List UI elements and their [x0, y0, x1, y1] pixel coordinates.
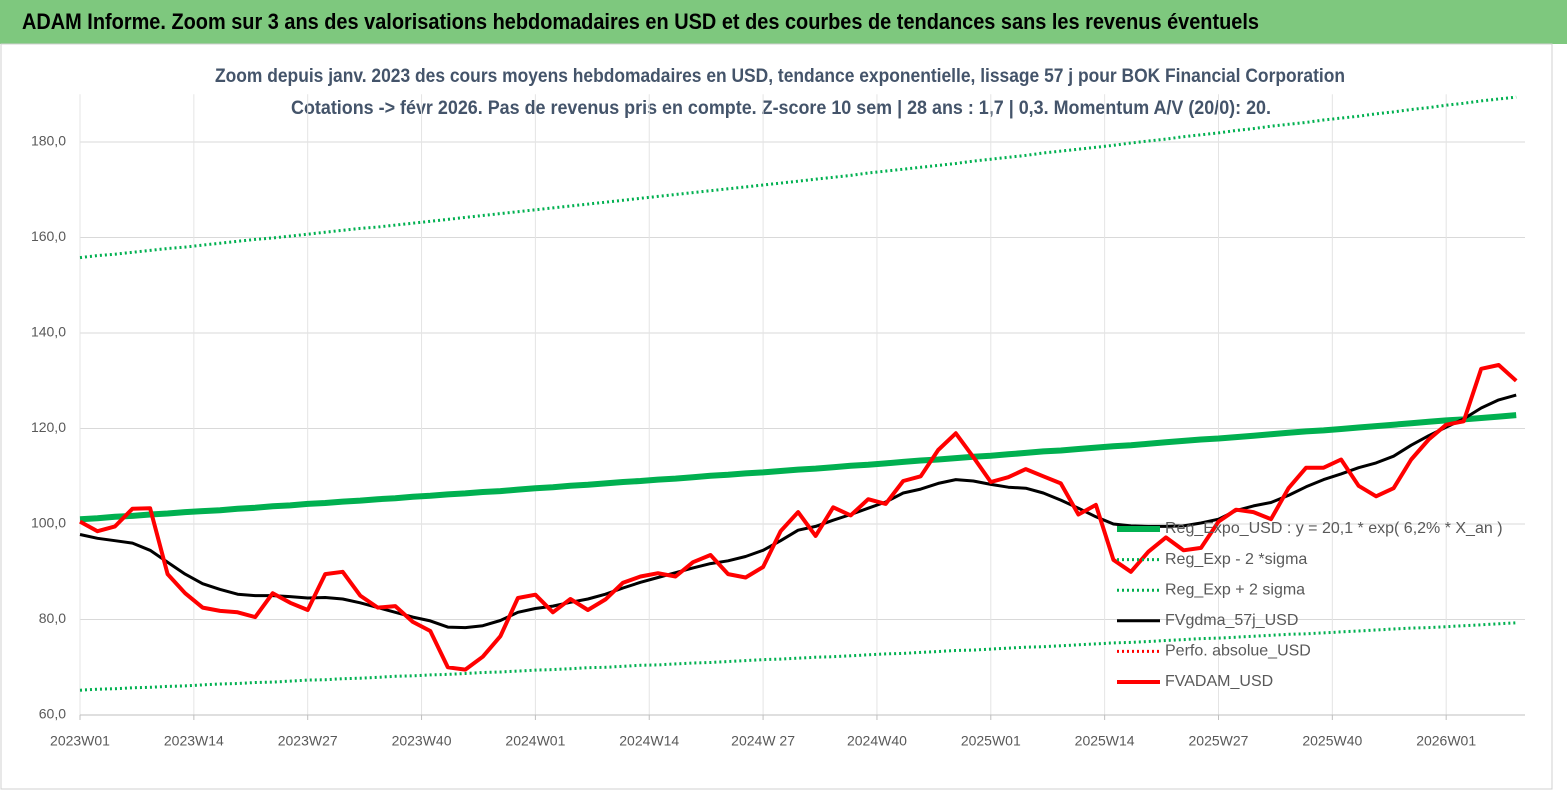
x-tick-label: 2024W40 [847, 733, 907, 749]
y-tick-label: 180,0 [31, 133, 66, 149]
x-tick-label: 2025W14 [1075, 733, 1135, 749]
legend-label: FVgdma_57j_USD [1165, 612, 1298, 629]
y-tick-label: 60,0 [39, 706, 66, 722]
y-tick-label: 160,0 [31, 228, 66, 244]
x-tick-label: 2025W01 [961, 733, 1021, 749]
header-band [0, 0, 1567, 44]
series-line [79, 393, 1517, 630]
chart-subtitle: Cotations -> févr 2026. Pas de revenus p… [291, 98, 1271, 119]
x-tick-label: 2024W14 [619, 733, 679, 749]
series-line [79, 363, 1518, 672]
x-tick-label: 2023W01 [50, 733, 110, 749]
y-tick-label: 80,0 [39, 610, 66, 626]
y-tick-label: 140,0 [31, 324, 66, 340]
header-title: ADAM Informe. Zoom sur 3 ans des valoris… [22, 9, 1259, 34]
x-tick-label: 2026W01 [1416, 733, 1476, 749]
x-tick-label: 2023W27 [278, 733, 338, 749]
legend-label: Reg_Expo_USD : y = 20,1 * exp( 6,2% * X_… [1165, 520, 1503, 537]
grid [79, 94, 1525, 716]
x-tick-label: 2024W01 [505, 733, 565, 749]
chart-frame [0, 43, 1553, 790]
legend-label: FVADAM_USD [1165, 673, 1273, 690]
x-tick-label: 2025W27 [1189, 733, 1249, 749]
y-tick-label: 100,0 [31, 515, 66, 531]
series-line [79, 95, 1517, 260]
legend-label: Perfo. absolue_USD [1165, 643, 1311, 660]
x-tick-label: 2023W40 [392, 733, 452, 749]
legend-label: Reg_Exp + 2 sigma [1165, 581, 1305, 598]
chart-title: Zoom depuis janv. 2023 des cours moyens … [215, 66, 1345, 87]
y-tick-label: 120,0 [31, 419, 66, 435]
x-tick-label: 2023W14 [164, 733, 224, 749]
series-line [79, 412, 1517, 523]
x-tick-label: 2024W 27 [731, 733, 795, 749]
x-tick-label: 2025W40 [1302, 733, 1362, 749]
legend-label: Reg_Exp - 2 *sigma [1165, 551, 1307, 568]
